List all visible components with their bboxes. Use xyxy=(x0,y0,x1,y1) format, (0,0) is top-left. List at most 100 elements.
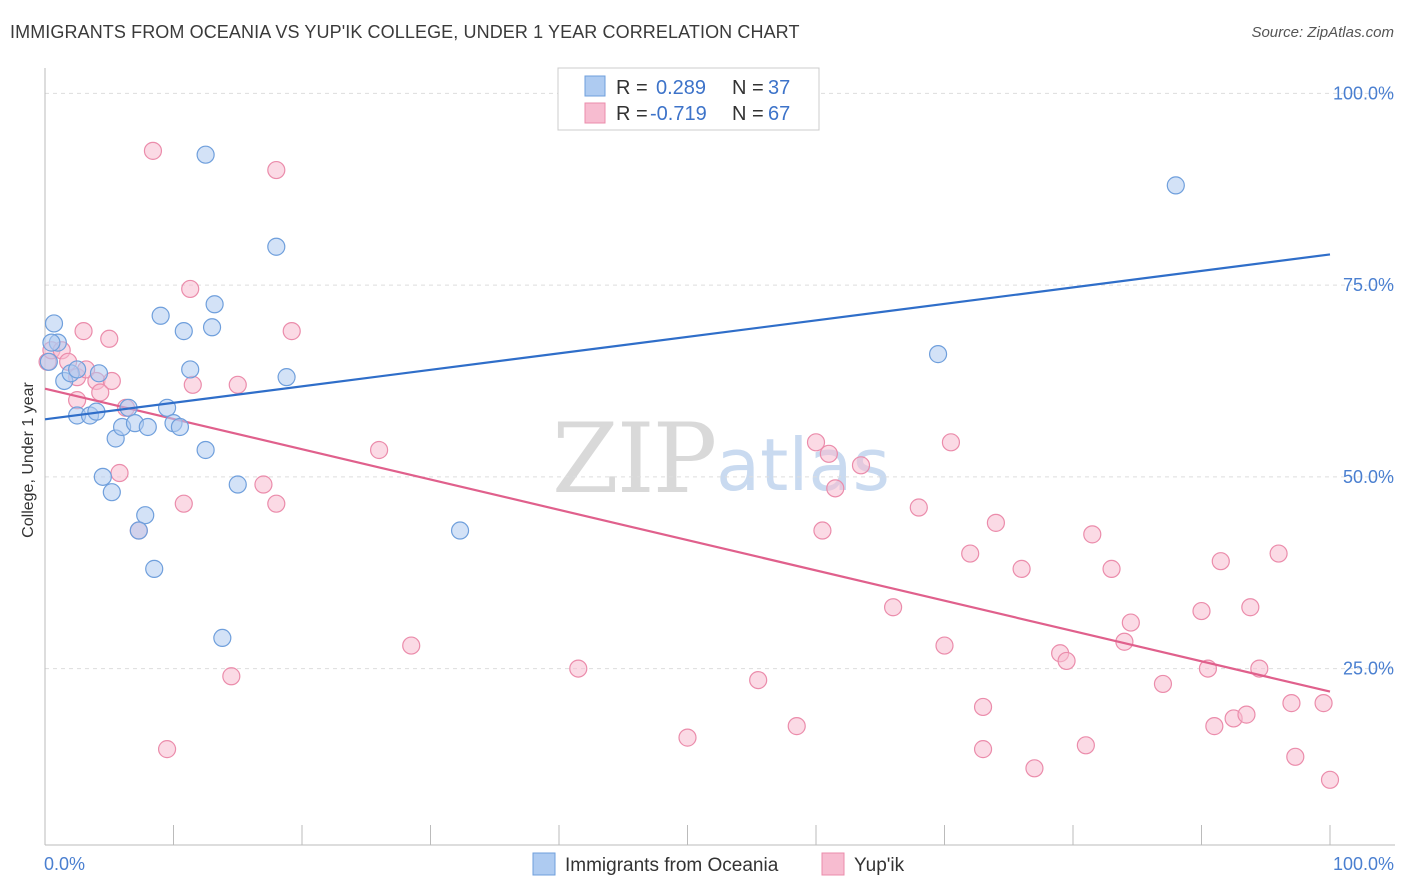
pink-point-37 xyxy=(883,598,903,617)
x-tick-label-min: 0.0% xyxy=(44,854,85,874)
legend-r-value-2: -0.719 xyxy=(650,103,707,125)
pink-point-61 xyxy=(1241,598,1260,617)
pink-point-8 xyxy=(100,329,119,348)
pink-point-24 xyxy=(370,440,389,460)
pink-point-16 xyxy=(228,375,247,394)
blue-point-32 xyxy=(228,475,247,494)
blue-point-36 xyxy=(928,345,948,364)
pink-point-25 xyxy=(157,740,177,759)
legend-n-label-2: N = xyxy=(732,103,764,125)
blue-point-22 xyxy=(151,306,170,325)
y-tick-label-25: 25.0% xyxy=(1343,659,1394,679)
pink-point-60 xyxy=(1237,705,1256,724)
blue-point-19 xyxy=(196,145,215,164)
legend-r-label-1: R = xyxy=(616,77,648,99)
source-label: Source: ZipAtlas.com xyxy=(1251,24,1394,41)
series-legend: Immigrants from Oceania Yup'ik xyxy=(532,852,905,876)
gridlines xyxy=(45,92,1395,670)
bottom-legend-swatch-pink xyxy=(821,852,845,876)
pink-point-53 xyxy=(1121,613,1140,632)
pink-point-36 xyxy=(851,456,871,475)
legend-n-label-1: N = xyxy=(732,77,764,99)
chart-title: IMMIGRANTS FROM OCEANIA VS YUP'IK COLLEG… xyxy=(10,22,800,42)
legend-swatch-blue xyxy=(584,75,606,97)
pink-point-43 xyxy=(973,740,993,759)
blue-point-26 xyxy=(277,368,296,387)
legend-n-value-2: 67 xyxy=(768,103,790,125)
legend-swatch-pink xyxy=(584,102,606,124)
pink-point-28 xyxy=(569,659,588,678)
pink-point-18 xyxy=(181,279,200,299)
pink-point-21 xyxy=(174,494,193,513)
pink-point-27 xyxy=(402,636,421,655)
pink-point-34 xyxy=(819,444,838,463)
pink-point-46 xyxy=(1025,759,1044,778)
blue-point-0 xyxy=(44,314,64,333)
blue-point-18 xyxy=(170,417,190,437)
pink-point-29 xyxy=(678,728,697,747)
x-axis-ticks xyxy=(44,825,1331,845)
pink-point-15 xyxy=(183,375,202,394)
blue-point-30 xyxy=(136,506,155,525)
blue-point-29 xyxy=(102,483,121,502)
bottom-legend-swatch-blue xyxy=(532,852,556,876)
blue-point-24 xyxy=(202,318,222,337)
watermark-zip: ZIP xyxy=(552,403,715,515)
blue-point-2 xyxy=(42,333,61,352)
pink-point-22 xyxy=(254,475,273,494)
y-axis-title: College, Under 1 year xyxy=(20,382,37,538)
blue-point-15 xyxy=(138,417,157,437)
series-oceania xyxy=(39,145,1331,648)
blue-point-37 xyxy=(1166,176,1185,195)
pink-point-32 xyxy=(806,433,826,452)
pink-point-19 xyxy=(110,463,129,483)
pink-point-58 xyxy=(1211,552,1230,571)
y-tick-labels: 25.0% 50.0% 75.0% 100.0% xyxy=(1333,83,1394,678)
y-tick-label-75: 75.0% xyxy=(1343,275,1394,295)
pink-point-14 xyxy=(267,160,286,180)
pink-point-54 xyxy=(1153,674,1173,694)
blue-point-20 xyxy=(267,237,286,256)
pink-point-65 xyxy=(1286,747,1305,766)
pink-point-50 xyxy=(1083,525,1102,544)
bottom-legend-label-oceania: Immigrants from Oceania xyxy=(565,855,779,876)
blue-point-6 xyxy=(68,360,87,379)
pink-point-63 xyxy=(1269,544,1288,563)
pink-point-48 xyxy=(1057,651,1076,671)
blue-point-33 xyxy=(145,559,164,578)
pink-point-57 xyxy=(1205,717,1224,736)
pink-point-38 xyxy=(909,498,928,517)
blue-point-21 xyxy=(205,295,224,314)
correlation-legend: R = 0.289 N = 37 R = -0.719 N = 67 xyxy=(557,67,820,131)
blue-point-25 xyxy=(181,360,200,379)
pink-point-35 xyxy=(826,479,845,498)
pink-point-66 xyxy=(1314,694,1333,713)
pink-point-44 xyxy=(986,513,1006,532)
pink-point-23 xyxy=(267,494,286,513)
legend-n-value-1: 37 xyxy=(768,77,790,99)
x-tick-label-max: 100.0% xyxy=(1333,854,1394,874)
pink-point-45 xyxy=(1012,559,1031,578)
pink-point-40 xyxy=(941,433,961,452)
blue-point-7 xyxy=(89,364,109,383)
pink-point-31 xyxy=(787,717,806,736)
pink-point-42 xyxy=(973,697,993,717)
pink-point-67 xyxy=(1320,770,1340,789)
blue-point-28 xyxy=(93,467,112,486)
legend-r-value-1: 0.289 xyxy=(656,77,706,99)
y-tick-label-50: 50.0% xyxy=(1343,467,1394,487)
y-tick-label-100: 100.0% xyxy=(1333,83,1394,103)
blue-point-23 xyxy=(174,322,193,341)
pink-point-55 xyxy=(1192,601,1211,621)
pink-point-7 xyxy=(74,322,93,341)
blue-point-31 xyxy=(129,521,148,540)
pink-point-30 xyxy=(749,670,768,690)
blue-point-3 xyxy=(39,352,58,371)
pink-point-26 xyxy=(222,667,241,686)
pink-point-41 xyxy=(961,544,980,563)
pink-point-39 xyxy=(935,636,954,655)
pink-trend-line xyxy=(44,387,1331,693)
pink-point-49 xyxy=(1076,736,1095,755)
pink-point-64 xyxy=(1282,694,1301,713)
